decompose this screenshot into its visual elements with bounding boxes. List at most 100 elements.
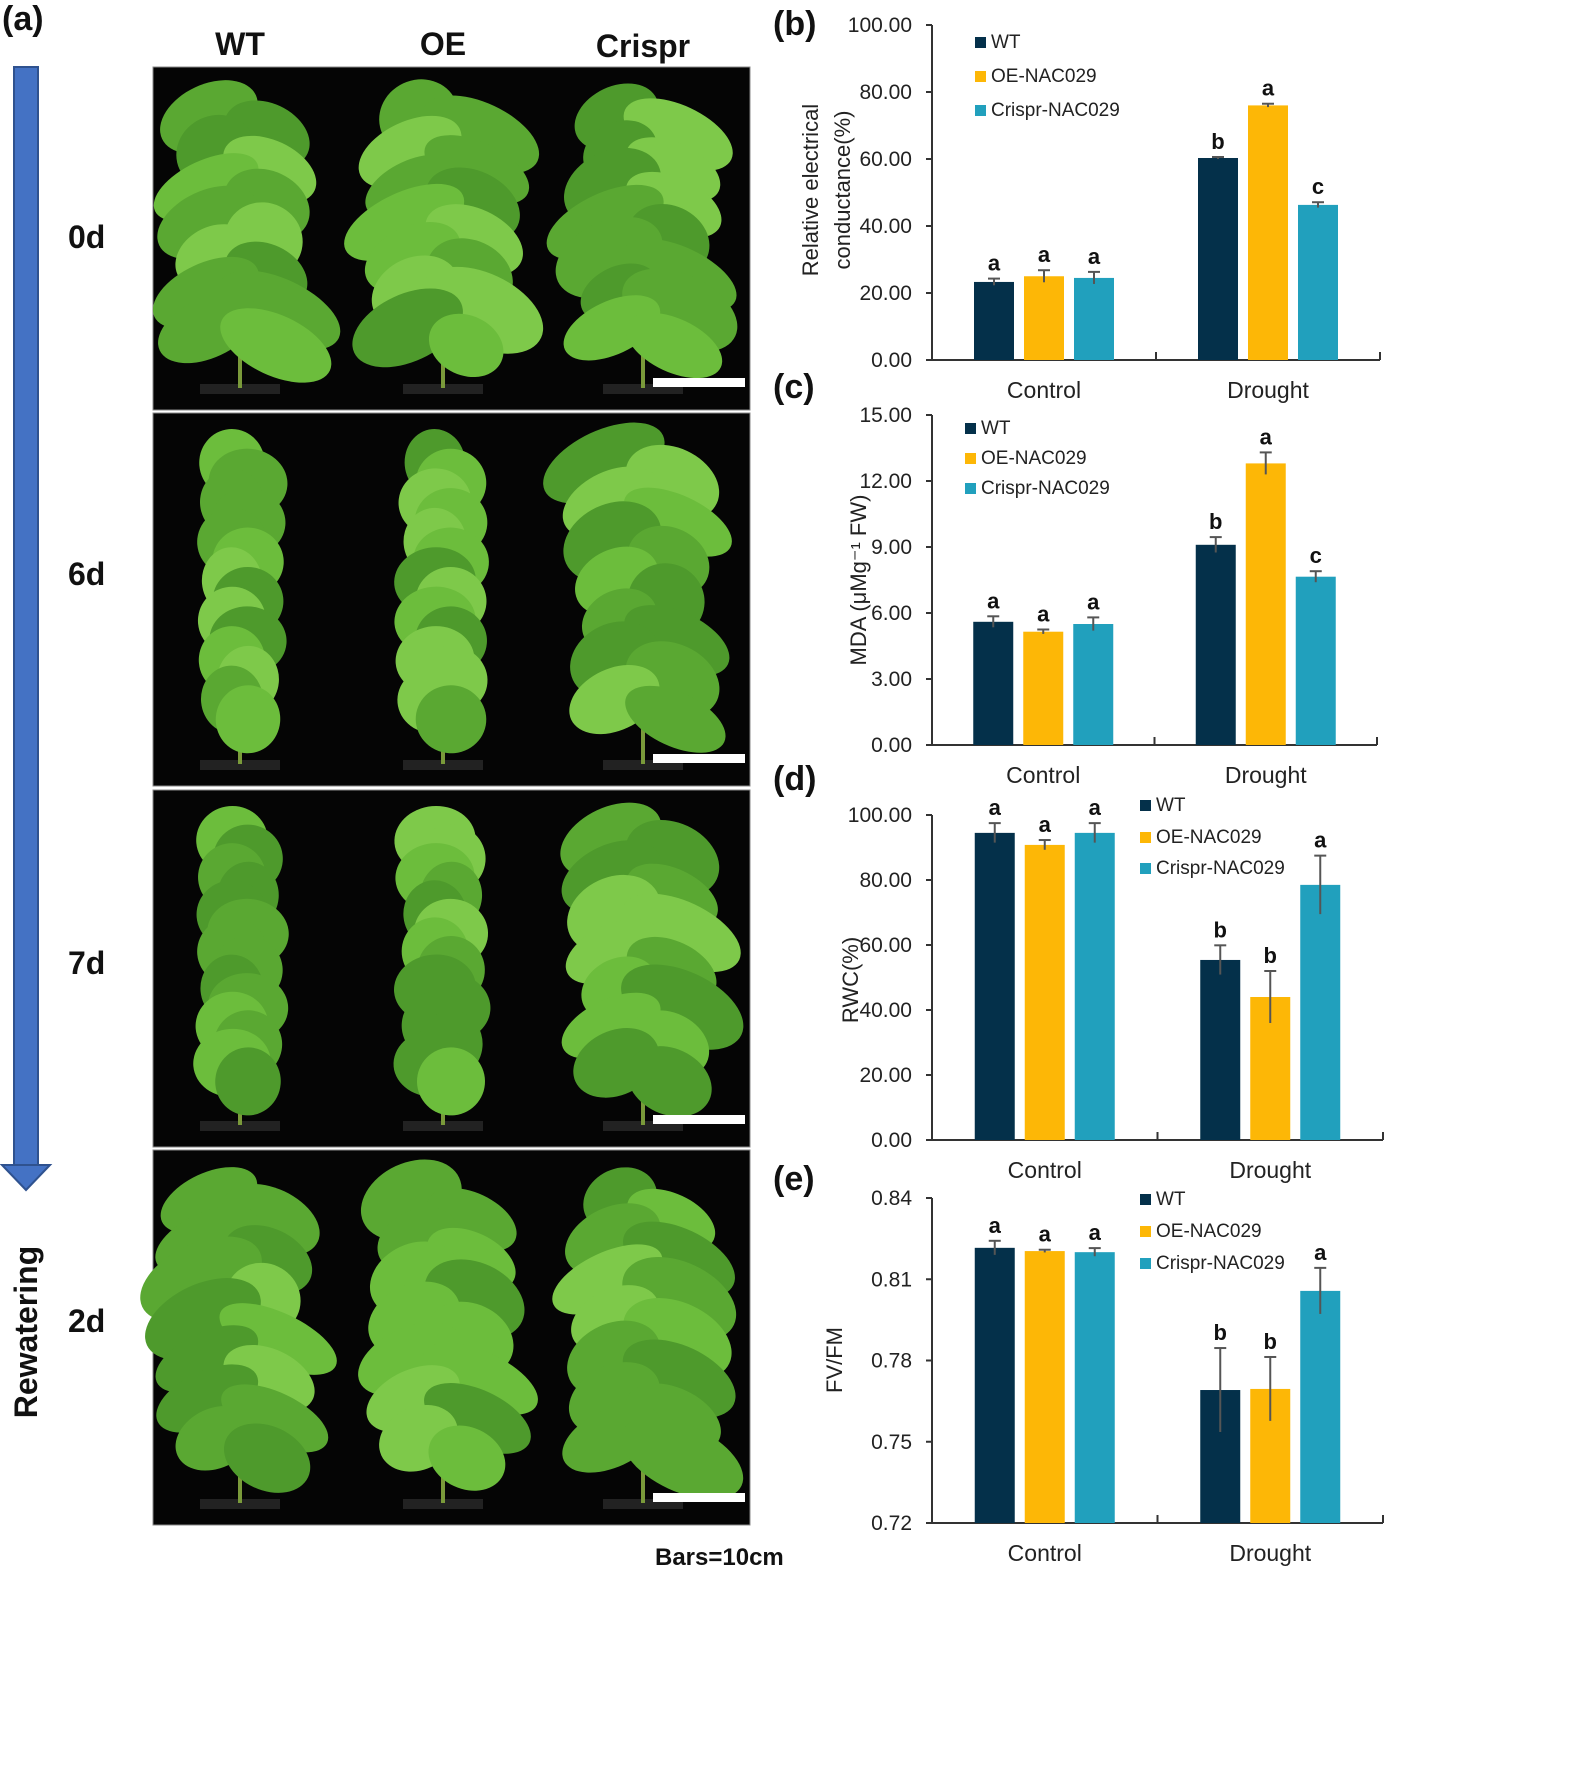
plant-WT (193, 805, 289, 1131)
bar-OE-NAC029-Drought (1248, 105, 1288, 361)
pot (603, 760, 683, 770)
y-tick-label: 0.00 (871, 1129, 912, 1152)
y-tick-label: 40.00 (859, 999, 912, 1022)
pot (403, 1499, 483, 1509)
leaf (627, 1046, 712, 1117)
row-label-6d: 6d (68, 556, 105, 592)
pot (403, 760, 483, 770)
bar-WT-Control (974, 281, 1014, 360)
significance-letter: a (989, 795, 1002, 820)
legend-swatch (1140, 863, 1151, 874)
significance-letter: c (1312, 174, 1324, 199)
pot (200, 384, 280, 394)
bar-Crispr-NAC029-Control (1074, 277, 1114, 360)
scale-bar (653, 754, 745, 763)
significance-letter: a (1089, 795, 1102, 820)
category-label: Control (1008, 1540, 1082, 1566)
bar-WT-Drought (1198, 157, 1238, 360)
legend-label: WT (1156, 795, 1186, 816)
significance-letter: a (1262, 76, 1275, 101)
y-tick-label: 0.84 (871, 1187, 912, 1210)
plant-Crispr (552, 1167, 744, 1509)
y-tick-label: 20.00 (859, 1064, 912, 1087)
photo-6d (152, 412, 751, 787)
plant-WT (140, 1167, 337, 1509)
category-label: Drought (1229, 1157, 1311, 1183)
plant-Crispr (546, 83, 738, 394)
category-label: Control (1008, 1157, 1082, 1183)
bar-Crispr-NAC029-Control (1074, 1252, 1115, 1523)
leaf (155, 1325, 259, 1393)
significance-letter: a (1088, 244, 1101, 269)
column-header-wt: WT (215, 26, 265, 62)
leaf (344, 183, 465, 261)
bar-WT-Control (973, 621, 1014, 745)
y-tick-label: 3.00 (871, 668, 912, 691)
scale-bar (653, 1493, 745, 1502)
bar-OE-NAC029-Drought (1245, 463, 1286, 745)
leaf (422, 1342, 538, 1415)
y-tick-label: 20.00 (859, 282, 912, 305)
plant-Crispr (560, 802, 744, 1131)
legend-label: OE-NAC029 (981, 448, 1087, 469)
row-label-0d: 0d (68, 219, 105, 255)
significance-letter: a (989, 1213, 1002, 1238)
y-tick-label: 0.00 (871, 734, 912, 757)
bar-OE-NAC029-Control (1024, 844, 1065, 1140)
legend-label: WT (981, 418, 1011, 439)
significance-letter: c (1310, 543, 1322, 568)
y-tick-label: 0.81 (871, 1268, 912, 1291)
legend-label: OE-NAC029 (1156, 827, 1262, 848)
legend-swatch (965, 423, 976, 434)
y-axis-title: FV/FM (822, 1327, 847, 1393)
plant-Crispr (543, 422, 732, 770)
significance-letter: b (1214, 917, 1227, 942)
y-tick-label: 0.78 (871, 1350, 912, 1373)
significance-letter: a (1039, 812, 1052, 837)
y-tick-label: 80.00 (859, 869, 912, 892)
chart-e: (e) 0.72 0.75 0.78 0.81 0.84 FV/FM Control Droug… (773, 1160, 1384, 1566)
plant-WT (197, 429, 288, 770)
legend-swatch (975, 37, 986, 48)
chart-d: (d) 0.00 20.00 40.00 60.00 80.00 100.00 RWC(%) C… (773, 760, 1384, 1183)
bar-OE-NAC029-Control (1024, 276, 1064, 360)
bar-Crispr-NAC029-Drought (1298, 204, 1338, 360)
bar-OE-NAC029-Control (1023, 631, 1064, 745)
photo-0d (152, 66, 751, 411)
category-label: Control (1006, 762, 1080, 788)
pot (403, 1121, 483, 1131)
legend-swatch (1140, 832, 1151, 843)
y-axis-title: MDA (μMg⁻¹ FW) (846, 495, 871, 666)
bar-Crispr-NAC029-Drought (1300, 1290, 1341, 1523)
column-header-crispr: Crispr (596, 28, 690, 64)
panel-label: (e) (773, 1160, 815, 1198)
leaf (625, 685, 726, 753)
y-tick-label: 6.00 (871, 602, 912, 625)
pot (200, 1121, 280, 1131)
panel-label: (c) (773, 368, 815, 406)
pot (603, 1499, 683, 1509)
significance-letter: b (1211, 129, 1224, 154)
category-label: Control (1007, 377, 1081, 403)
y-tick-label: 0.00 (871, 349, 912, 372)
row-label-2d: 2d (68, 1303, 105, 1339)
significance-letter: b (1264, 1329, 1277, 1354)
photo-2d (140, 1149, 751, 1526)
leaf (221, 1384, 329, 1453)
bar-charts: (b) 0.00 20.00 40.00 60.00 80.00 100.00 Relativ… (773, 5, 1384, 1566)
panel-label: (d) (773, 760, 816, 798)
y-axis-title: Relative electrical (798, 104, 823, 276)
y-tick-label: 60.00 (859, 934, 912, 957)
legend-swatch (1140, 1226, 1151, 1237)
bar-Crispr-NAC029-Drought (1300, 884, 1341, 1140)
legend-label: Crispr-NAC029 (991, 100, 1120, 121)
panel-a-label: (a) (2, 0, 44, 38)
leaf (416, 1047, 486, 1116)
y-tick-label: 40.00 (859, 215, 912, 238)
y-tick-label: 80.00 (859, 81, 912, 104)
legend-swatch (1140, 1194, 1151, 1205)
leaf (215, 1047, 281, 1116)
pot (603, 1121, 683, 1131)
leaf (621, 1417, 744, 1500)
